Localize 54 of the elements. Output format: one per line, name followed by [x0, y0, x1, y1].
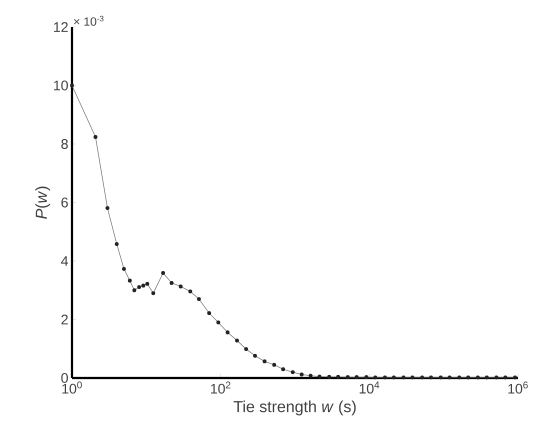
- y-tick-label: 8: [61, 139, 68, 149]
- point: [327, 374, 332, 379]
- y-tick-label: 0: [61, 373, 68, 383]
- point: [196, 297, 201, 301]
- x-tick-label: 10$^{4}$: [360, 382, 380, 394]
- point: [513, 375, 517, 380]
- y-tick-label: 2: [61, 314, 68, 324]
- point: [438, 375, 443, 380]
- y-tick-label: 6: [61, 198, 68, 208]
- point: [429, 375, 433, 380]
- x-axis-title: Tie strength w (s): [234, 400, 356, 416]
- point: [308, 374, 313, 378]
- point: [178, 284, 183, 288]
- point: [253, 354, 257, 358]
- point: [476, 375, 480, 380]
- point: [346, 375, 350, 380]
- point: [290, 370, 295, 374]
- point: [188, 289, 192, 294]
- y-tick-label: 12: [54, 22, 68, 32]
- x-tick-label: 10$^{6}$: [508, 382, 528, 394]
- point: [494, 375, 498, 380]
- point: [402, 375, 406, 380]
- x-tick-label: 10$^{2}$: [211, 382, 230, 394]
- point: [151, 291, 156, 296]
- y-tick-label: 4: [61, 256, 68, 266]
- point: [244, 347, 248, 351]
- point: [216, 320, 220, 324]
- point: [336, 374, 340, 379]
- point: [161, 271, 166, 275]
- point: [235, 338, 239, 342]
- text: × 10$^{-3}$: [74, 16, 104, 26]
- point: [420, 375, 424, 380]
- y-tick-label: 10: [54, 80, 68, 90]
- x-tick-label: 10$^{0}$: [62, 382, 82, 394]
- point: [318, 374, 322, 378]
- point: [457, 375, 462, 380]
- point: [503, 375, 508, 380]
- point: [170, 280, 174, 285]
- point: [272, 362, 276, 367]
- point: [392, 375, 396, 380]
- point: [300, 372, 304, 376]
- point: [383, 375, 387, 380]
- y-axis-title: P(w): [35, 186, 50, 219]
- point: [410, 375, 414, 380]
- point: [364, 375, 368, 380]
- point: [354, 375, 359, 380]
- point: [281, 367, 286, 372]
- point: [207, 311, 212, 316]
- point: [373, 375, 378, 380]
- point: [484, 375, 489, 380]
- point: [226, 330, 230, 334]
- point: [466, 375, 470, 380]
- point: [448, 375, 452, 380]
- point: [262, 359, 267, 364]
